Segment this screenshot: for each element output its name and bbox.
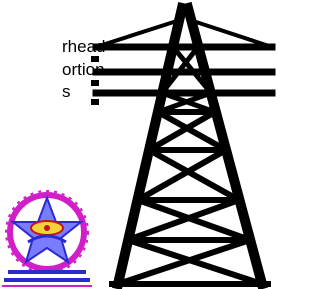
page: rhead ortion s bbox=[0, 0, 320, 289]
text-line: s bbox=[62, 82, 71, 101]
screenshot: rhead ortion s bbox=[0, 0, 279, 289]
